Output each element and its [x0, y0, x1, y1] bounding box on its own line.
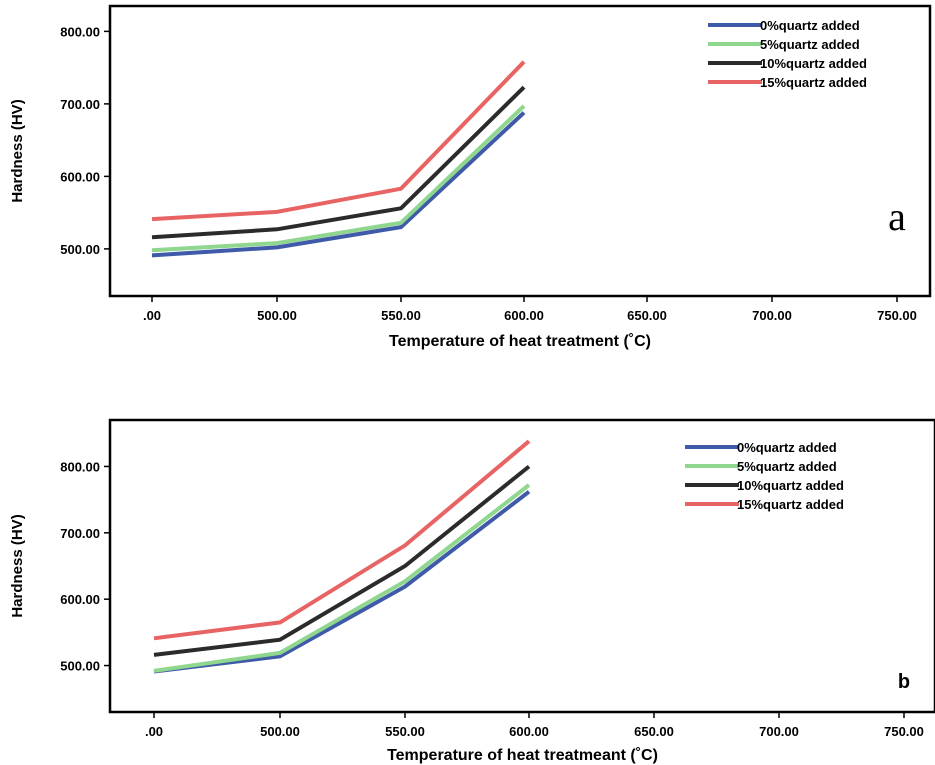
y-axis-title-a: Hardness (HV) — [9, 99, 26, 202]
x-tick-label-a: 550.00 — [381, 308, 421, 323]
y-tick-label-b: 800.00 — [60, 459, 100, 474]
x-tick-label-a: 500.00 — [257, 308, 297, 323]
legend-label-a-1: 5%quartz added — [760, 37, 860, 52]
x-axis-title-b: Temperature of heat treatmeant (˚C) — [387, 747, 658, 764]
plot-frame-a — [108, 4, 932, 298]
y-tick-label-a: 800.00 — [60, 24, 100, 39]
x-tick-label-a: 700.00 — [752, 308, 792, 323]
x-axis-title-a: Temperature of heat treatment (˚C) — [389, 333, 651, 350]
series-line-a-3 — [151, 60, 526, 222]
series-line-b-3 — [153, 439, 531, 641]
x-tick-label-b: 550.00 — [385, 724, 425, 739]
y-tick-label-b: 600.00 — [60, 592, 100, 607]
x-tick-label-a: 650.00 — [627, 308, 667, 323]
y-tick-label-a: 700.00 — [60, 97, 100, 112]
series-line-b-2 — [153, 464, 531, 657]
y-axis-title-b: Hardness (HV) — [9, 514, 26, 617]
x-tick-label-a: 750.00 — [877, 308, 917, 323]
y-tick-label-a: 500.00 — [60, 242, 100, 257]
x-tick-label-b: .00 — [145, 724, 163, 739]
y-tick-label-b: 700.00 — [60, 526, 100, 541]
plot-frame-b — [108, 418, 935, 714]
series-line-a-2 — [151, 85, 526, 240]
legend-label-b-2: 10%quartz added — [737, 478, 844, 493]
y-tick-label-a: 600.00 — [60, 169, 100, 184]
x-tick-label-b: 750.00 — [884, 724, 924, 739]
legend-label-b-3: 15%quartz added — [737, 497, 844, 512]
x-tick-label-b: 500.00 — [260, 724, 300, 739]
panel-label-b: b — [898, 671, 910, 693]
legend-label-b-1: 5%quartz added — [737, 459, 837, 474]
legend-label-a-3: 15%quartz added — [760, 75, 867, 90]
legend-label-b-0: 0%quartz added — [737, 440, 837, 455]
legend-label-a-0: 0%quartz added — [760, 18, 860, 33]
x-tick-label-b: 650.00 — [634, 724, 674, 739]
x-tick-label-b: 600.00 — [509, 724, 549, 739]
series-line-a-0 — [151, 111, 526, 258]
series-line-a-1 — [151, 104, 526, 253]
legend-label-a-2: 10%quartz added — [760, 56, 867, 71]
x-tick-label-a: 600.00 — [504, 308, 544, 323]
series-line-b-1 — [153, 483, 531, 673]
y-tick-label-b: 500.00 — [60, 659, 100, 674]
x-tick-label-b: 700.00 — [759, 724, 799, 739]
series-line-b-0 — [153, 490, 531, 674]
panel-label-a: a — [888, 194, 906, 239]
x-tick-label-a: .00 — [143, 308, 161, 323]
